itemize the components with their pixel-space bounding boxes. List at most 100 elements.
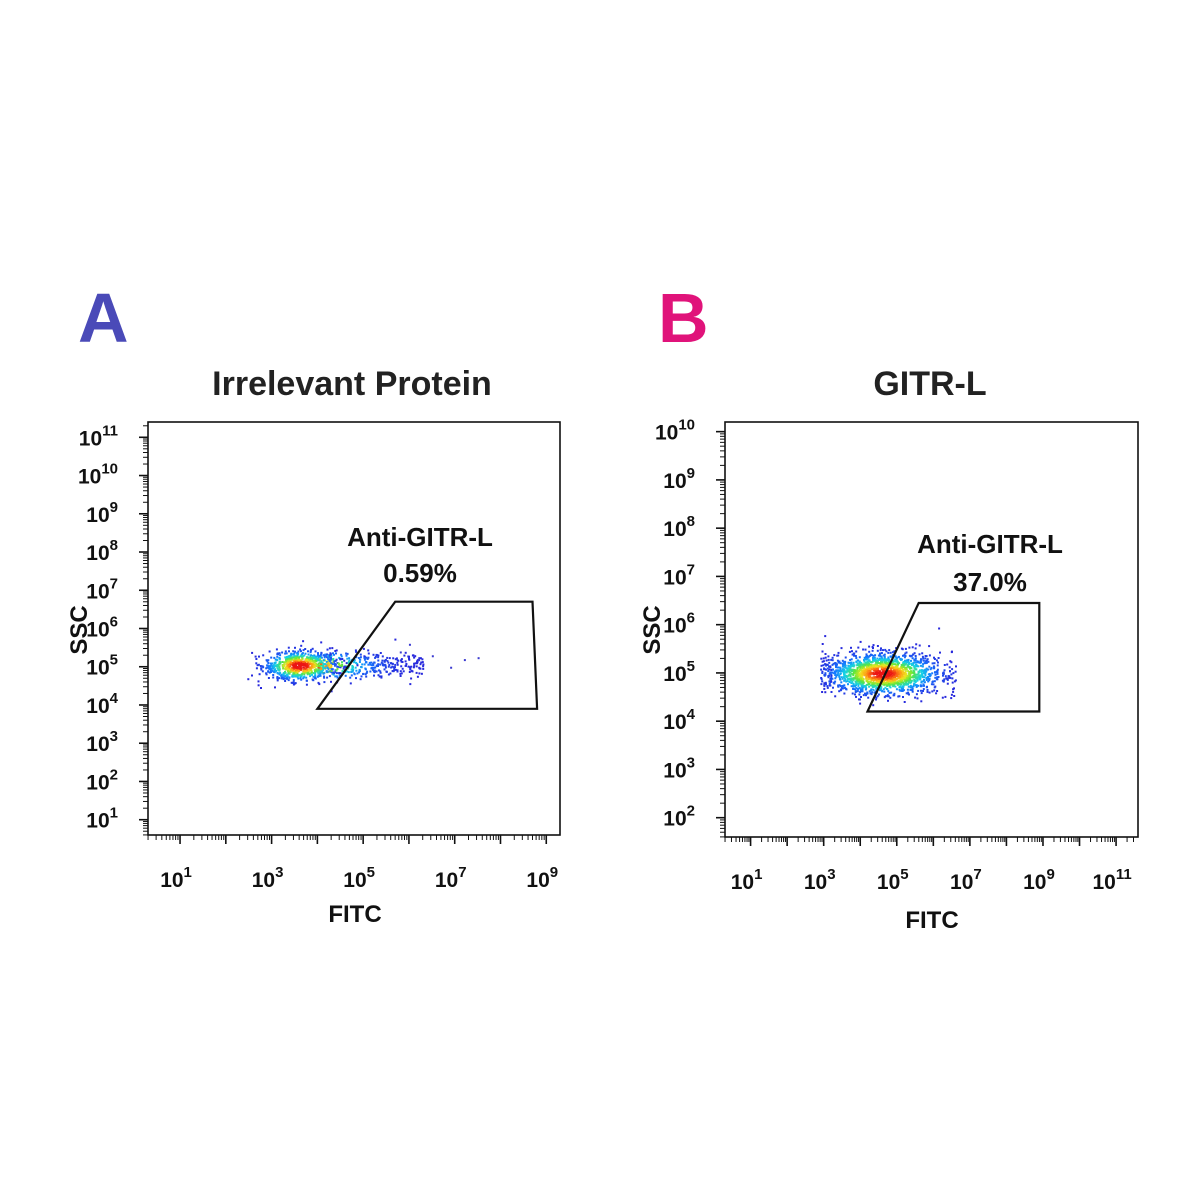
event-dot bbox=[907, 681, 910, 684]
event-dot bbox=[292, 661, 295, 664]
event-dot bbox=[904, 663, 907, 666]
event-dot bbox=[284, 661, 287, 664]
event-dot bbox=[854, 674, 857, 677]
event-dot bbox=[923, 662, 926, 665]
event-dot bbox=[921, 673, 924, 676]
event-dot bbox=[873, 659, 876, 661]
x-tick-label: 1011 bbox=[1092, 866, 1131, 894]
event-dot bbox=[329, 657, 332, 660]
event-dot bbox=[906, 665, 909, 668]
event-dot bbox=[836, 663, 838, 666]
event-dot bbox=[868, 654, 871, 657]
event-dot bbox=[898, 695, 901, 698]
event-dot bbox=[858, 668, 861, 671]
event-dot bbox=[875, 687, 878, 690]
event-dot bbox=[332, 658, 335, 660]
event-dot bbox=[334, 671, 337, 674]
event-dot bbox=[836, 674, 838, 677]
event-dot bbox=[911, 686, 914, 689]
event-dot bbox=[390, 666, 393, 669]
event-dot bbox=[401, 667, 404, 670]
event-dot bbox=[862, 678, 865, 681]
event-dot bbox=[896, 672, 899, 675]
event-dot bbox=[821, 650, 824, 653]
event-dot bbox=[865, 694, 867, 697]
event-dot bbox=[955, 665, 957, 668]
event-dot bbox=[919, 675, 922, 678]
event-dot bbox=[357, 657, 360, 659]
event-dot bbox=[304, 648, 307, 650]
event-dot bbox=[878, 657, 881, 660]
event-dot bbox=[294, 657, 297, 660]
event-dot bbox=[282, 674, 285, 677]
event-dot bbox=[861, 682, 864, 685]
event-dot bbox=[355, 650, 358, 653]
event-dot bbox=[340, 665, 343, 668]
event-dot bbox=[943, 664, 946, 666]
event-dot bbox=[907, 685, 910, 688]
event-dot bbox=[838, 661, 841, 664]
event-dot bbox=[833, 654, 836, 657]
event-dot bbox=[394, 668, 397, 671]
y-tick-label: 108 bbox=[86, 537, 118, 565]
event-dot bbox=[307, 658, 310, 661]
panel-label-a: A bbox=[78, 279, 129, 357]
event-dot bbox=[856, 668, 859, 671]
event-dot bbox=[879, 687, 882, 690]
event-dot bbox=[394, 638, 397, 641]
event-dot bbox=[831, 671, 833, 674]
event-dot bbox=[379, 652, 382, 654]
event-dot bbox=[380, 675, 383, 678]
event-dot bbox=[890, 667, 893, 669]
event-dot bbox=[936, 668, 939, 671]
y-axis-label-b: SSC bbox=[639, 605, 666, 654]
event-dot bbox=[895, 688, 898, 691]
event-dot bbox=[863, 663, 866, 666]
event-dot bbox=[879, 652, 882, 655]
event-dot bbox=[886, 663, 889, 666]
event-dot bbox=[878, 662, 881, 665]
event-dot bbox=[897, 667, 900, 670]
event-dot bbox=[913, 674, 916, 677]
event-dot bbox=[872, 679, 875, 681]
event-dot bbox=[284, 675, 286, 678]
event-dot bbox=[870, 664, 873, 667]
event-dot bbox=[954, 679, 957, 682]
event-dot bbox=[870, 684, 872, 687]
event-dot bbox=[952, 690, 955, 693]
event-dot bbox=[377, 663, 380, 666]
event-dot bbox=[908, 672, 911, 674]
event-dot bbox=[882, 670, 885, 673]
event-dot bbox=[833, 670, 836, 673]
event-dot bbox=[949, 660, 952, 663]
event-dot bbox=[293, 652, 296, 655]
event-dot bbox=[278, 652, 281, 655]
event-dot bbox=[927, 660, 930, 663]
event-dot bbox=[363, 663, 366, 666]
event-dot bbox=[909, 688, 912, 691]
event-dot bbox=[899, 677, 902, 680]
event-dot bbox=[857, 646, 860, 649]
event-dot bbox=[396, 661, 399, 664]
event-dot bbox=[929, 674, 932, 677]
event-dot bbox=[372, 653, 375, 656]
event-dot bbox=[296, 666, 299, 669]
event-dot bbox=[344, 674, 347, 677]
event-dot bbox=[877, 666, 880, 669]
event-dot bbox=[851, 669, 853, 671]
event-dot bbox=[317, 662, 320, 665]
event-dot bbox=[902, 683, 905, 686]
event-dot bbox=[871, 668, 874, 671]
event-dot bbox=[326, 664, 329, 667]
event-dot bbox=[948, 676, 951, 679]
event-dot bbox=[327, 657, 330, 660]
y-tick-label: 104 bbox=[86, 690, 118, 718]
event-dot bbox=[831, 677, 834, 680]
event-dot bbox=[890, 664, 893, 667]
event-dot bbox=[862, 665, 865, 668]
event-dot bbox=[278, 662, 281, 665]
event-dot bbox=[905, 683, 908, 686]
event-dot bbox=[954, 670, 957, 673]
event-dot bbox=[918, 678, 921, 681]
event-dot bbox=[307, 661, 309, 664]
